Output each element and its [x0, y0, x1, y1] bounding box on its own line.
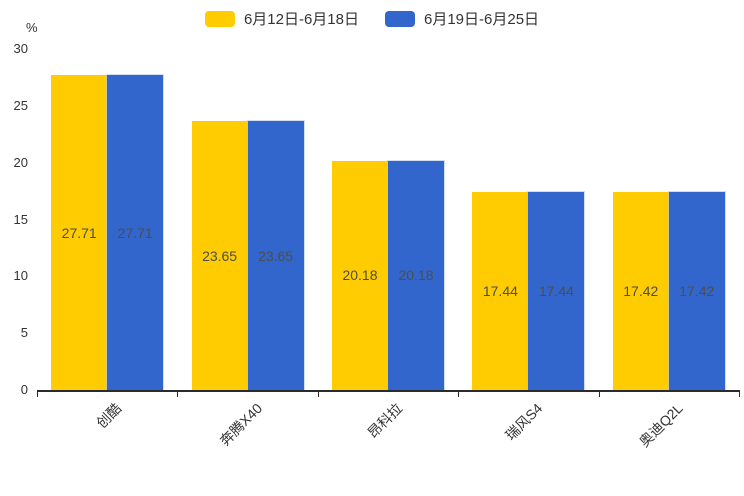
legend-swatch-icon — [385, 10, 415, 27]
bar-series-2 — [388, 160, 444, 390]
x-axis-category-label: 创酷 — [93, 400, 125, 432]
bar-series-2 — [668, 191, 725, 390]
bar-series-1 — [51, 75, 108, 390]
x-axis-category-label: 奔腾X40 — [216, 400, 265, 449]
y-axis-tick-label: 25 — [13, 97, 28, 113]
bar-value-label: 27.71 — [61, 224, 97, 241]
legend-label: 6月12日-6月18日 — [243, 11, 359, 28]
bar-series-2 — [247, 121, 304, 390]
bar-value-label: 17.44 — [538, 282, 574, 299]
y-axis-tick-label: 0 — [20, 382, 28, 397]
bar-value-label: 20.18 — [342, 267, 378, 284]
x-axis-line — [37, 390, 739, 392]
x-axis-tick — [739, 390, 740, 397]
bar-series-1 — [332, 160, 388, 390]
x-axis-tick — [458, 390, 460, 397]
y-axis-unit-label: % — [26, 20, 38, 35]
x-axis-tick — [37, 390, 38, 397]
bar-value-label: 17.42 — [679, 282, 715, 299]
y-axis-tick-label: 5 — [20, 325, 28, 341]
bar-value-label: 23.65 — [202, 247, 238, 264]
bar-series-1 — [191, 121, 248, 390]
legend-label: 6月19日-6月25日 — [424, 11, 540, 28]
bar-value-label: 17.42 — [623, 282, 659, 299]
y-axis-tick-label: 30 — [13, 41, 28, 56]
x-axis-category-label: 瑞风S4 — [502, 400, 546, 444]
y-axis-tick-label: 15 — [13, 211, 28, 227]
x-axis-category-label: 奥迪Q2L — [636, 400, 687, 450]
x-axis-category-label: 昂科拉 — [364, 400, 406, 442]
legend-swatch-icon — [204, 10, 235, 27]
legend: 6月12日-6月18日 6月19日-6月25日 — [0, 8, 744, 29]
y-axis-tick-label: 10 — [13, 268, 28, 284]
x-axis-tick — [177, 390, 179, 397]
bar-series-2 — [107, 75, 164, 390]
legend-item-1[interactable]: 6月12日-6月18日 — [204, 8, 359, 29]
bar-series-1 — [612, 191, 669, 390]
bar-value-label: 23.65 — [258, 247, 294, 264]
bar-value-label: 20.18 — [398, 267, 434, 284]
x-axis-tick — [598, 390, 600, 397]
bar-value-label: 27.71 — [117, 224, 153, 241]
bar-value-label: 17.44 — [482, 282, 518, 299]
legend-item-2[interactable]: 6月19日-6月25日 — [385, 8, 539, 29]
y-axis-tick-label: 20 — [13, 154, 28, 170]
x-axis-tick — [317, 390, 319, 397]
bar-series-1 — [472, 191, 529, 390]
bar-series-2 — [528, 191, 585, 390]
